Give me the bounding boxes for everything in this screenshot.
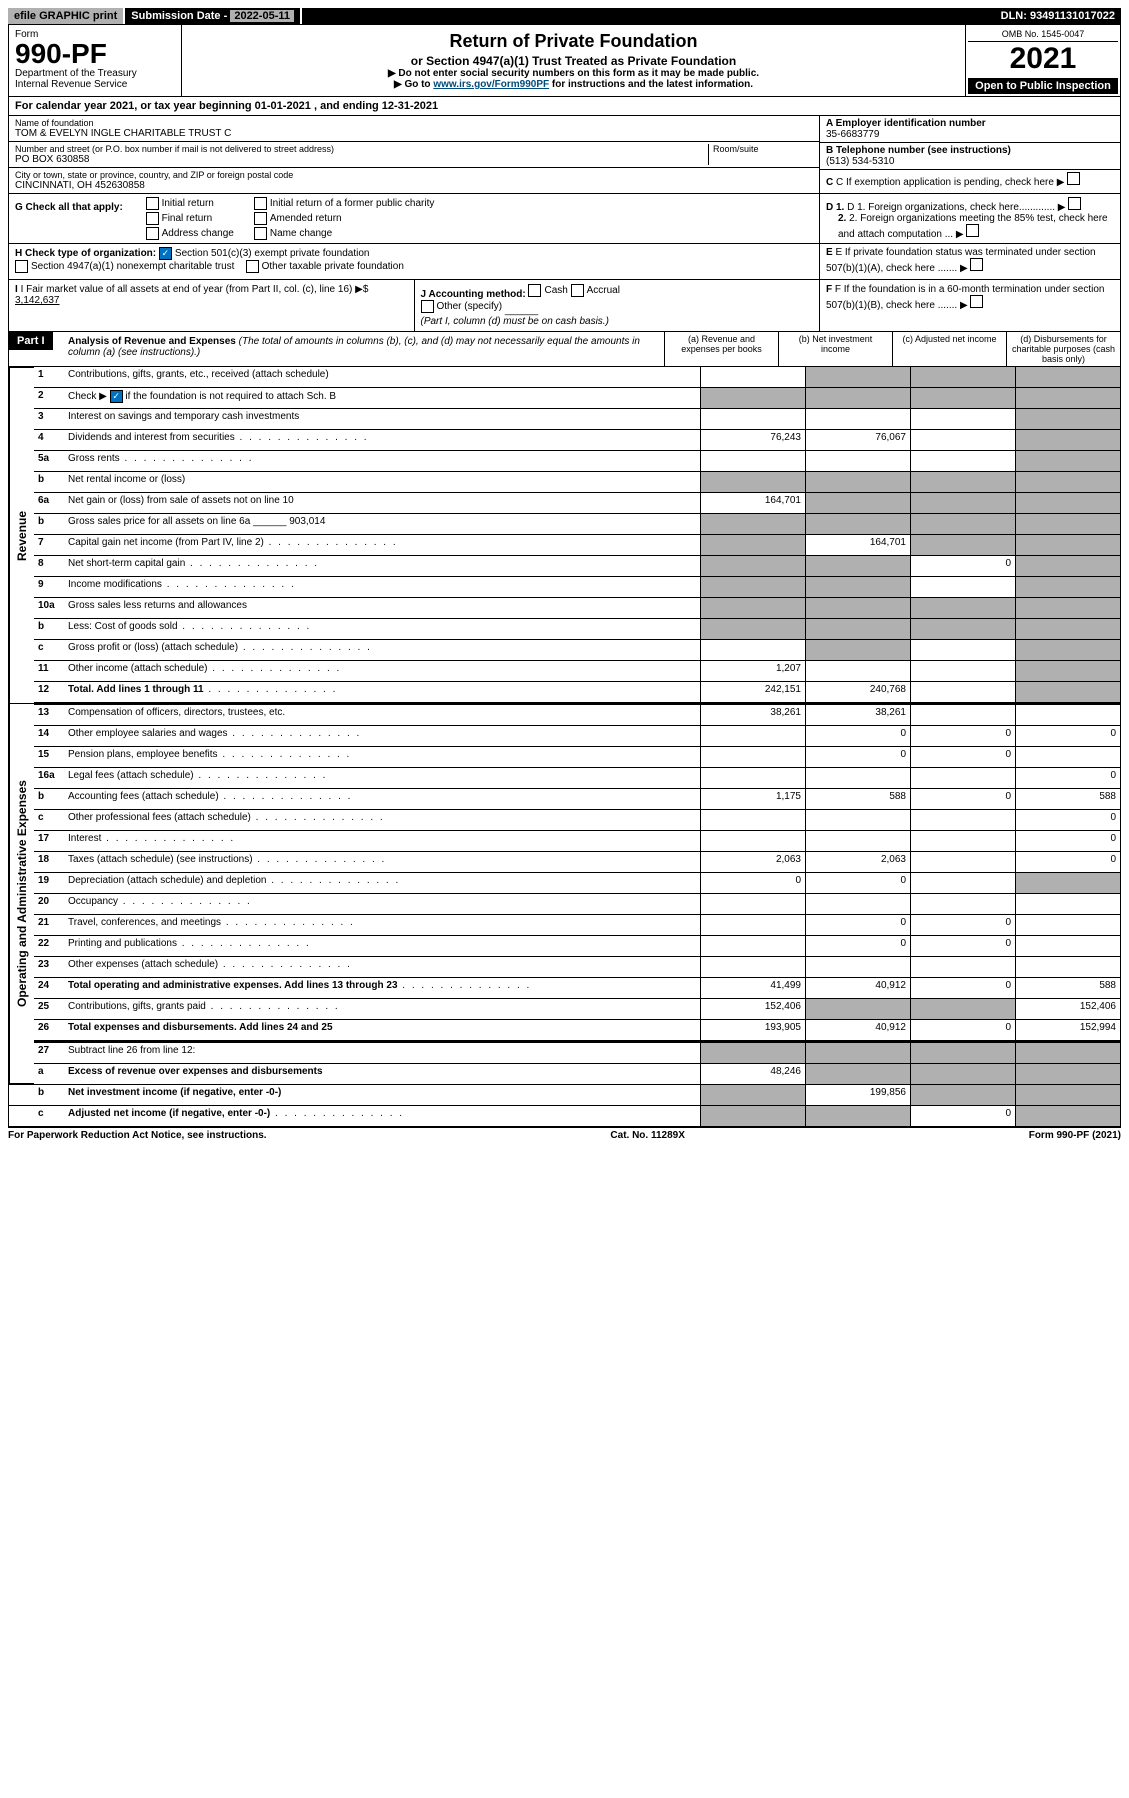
cb-initial[interactable]: Initial return (146, 197, 234, 210)
irs: Internal Revenue Service (15, 79, 175, 90)
col-d-header: (d) Disbursements for charitable purpose… (1006, 332, 1120, 366)
form-title: Return of Private Foundation (186, 31, 961, 52)
irs-link[interactable]: www.irs.gov/Form990PF (433, 79, 549, 90)
e-terminated: E E If private foundation status was ter… (820, 244, 1120, 279)
section-h: H Check type of organization: Section 50… (8, 244, 1121, 280)
tax-year: 2021 (968, 42, 1118, 76)
cb-name-change[interactable]: Name change (254, 227, 435, 240)
info-grid: Name of foundation TOM & EVELYN INGLE CH… (8, 116, 1121, 194)
col-b-header: (b) Net investment income (778, 332, 892, 366)
cat-no: Cat. No. 11289X (610, 1130, 684, 1141)
cb-4947[interactable]: Section 4947(a)(1) nonexempt charitable … (15, 260, 234, 273)
cb-addr-change[interactable]: Address change (146, 227, 234, 240)
expenses-label: Operating and Administrative Expenses (9, 703, 34, 1085)
footer: For Paperwork Reduction Act Notice, see … (8, 1128, 1121, 1143)
cb-accrual[interactable]: Accrual (571, 284, 620, 297)
cb-other-method[interactable]: Other (specify) (421, 300, 503, 313)
dept: Department of the Treasury (15, 68, 175, 79)
form-header: Form 990-PF Department of the Treasury I… (8, 24, 1121, 97)
d-foreign: D 1. D 1. Foreign organizations, check h… (820, 194, 1120, 243)
address-cell: Number and street (or P.O. box number if… (9, 142, 819, 168)
city-cell: City or town, state or province, country… (9, 168, 819, 193)
f-60month: F F If the foundation is in a 60-month t… (820, 280, 1120, 331)
cb-final[interactable]: Final return (146, 212, 234, 225)
c-exemption: C C If exemption application is pending,… (820, 170, 1120, 190)
cb-initial-former[interactable]: Initial return of a former public charit… (254, 197, 435, 210)
efile-label[interactable]: efile GRAPHIC print (8, 8, 125, 24)
foundation-name-cell: Name of foundation TOM & EVELYN INGLE CH… (9, 116, 819, 142)
subdate-label: Submission Date - 2022-05-11 (125, 8, 302, 24)
j-accounting: J Accounting method: Cash Accrual Other … (415, 280, 821, 331)
cb-other-taxable[interactable]: Other taxable private foundation (246, 260, 404, 273)
header-center: Return of Private Foundation or Section … (182, 25, 965, 96)
header-left: Form 990-PF Department of the Treasury I… (9, 25, 182, 96)
pra-notice: For Paperwork Reduction Act Notice, see … (8, 1130, 267, 1141)
dln: DLN: 93491131017022 (995, 8, 1121, 24)
section-ijf: I I Fair market value of all assets at e… (8, 280, 1121, 332)
ein-cell: A Employer identification number 35-6683… (820, 116, 1120, 143)
cb-501c3[interactable]: Section 501(c)(3) exempt private foundat… (159, 247, 370, 260)
part1-header: Part I Analysis of Revenue and Expenses … (8, 332, 1121, 367)
form-ref: Form 990-PF (2021) (1029, 1130, 1121, 1141)
omb: OMB No. 1545-0047 (968, 27, 1118, 42)
col-c-header: (c) Adjusted net income (892, 332, 1006, 366)
phone-cell: B Telephone number (see instructions) (5… (820, 143, 1120, 170)
top-bar: efile GRAPHIC print Submission Date - 20… (8, 8, 1121, 24)
section-g: G Check all that apply: Initial return F… (8, 194, 1121, 244)
part1-table: Revenue 1Contributions, gifts, grants, e… (8, 367, 1121, 1128)
form-subtitle: or Section 4947(a)(1) Trust Treated as P… (186, 54, 961, 68)
note-link: ▶ Go to www.irs.gov/Form990PF for instru… (186, 79, 961, 90)
col-a-header: (a) Revenue and expenses per books (664, 332, 778, 366)
revenue-label: Revenue (9, 367, 34, 703)
calendar-year: For calendar year 2021, or tax year begi… (8, 97, 1121, 116)
cb-amended[interactable]: Amended return (254, 212, 435, 225)
cb-cash[interactable]: Cash (528, 284, 567, 297)
i-fmv: I I Fair market value of all assets at e… (9, 280, 415, 331)
form-number: 990-PF (15, 40, 175, 68)
note-ssn: ▶ Do not enter social security numbers o… (186, 68, 961, 79)
header-right: OMB No. 1545-0047 2021 Open to Public In… (965, 25, 1120, 96)
open-public: Open to Public Inspection (968, 78, 1118, 94)
